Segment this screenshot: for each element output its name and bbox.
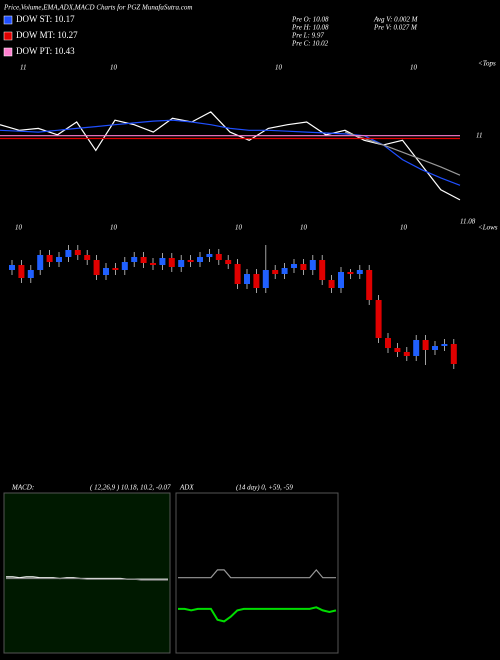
date-label: 10 [15, 224, 23, 232]
side-label: 11.08 [460, 218, 476, 226]
legend-label: DOW ST: 10.17 [16, 14, 75, 24]
candle-body [187, 260, 194, 262]
candle-body [300, 264, 307, 270]
candle-body [347, 272, 354, 274]
stat: Pre C: 10.02 [291, 40, 329, 48]
date-label: 10 [110, 64, 118, 72]
candle-body [244, 274, 250, 284]
macd-panel [3, 492, 171, 654]
candle-body [65, 250, 72, 257]
candle-body [432, 346, 438, 350]
candle-body [262, 270, 269, 288]
candle-body [234, 264, 241, 284]
candle-body [168, 258, 175, 267]
stat: Pre H: 10.08 [291, 24, 329, 32]
legend-label: DOW PT: 10.43 [16, 46, 75, 56]
candle-body [46, 255, 53, 262]
candle-body [291, 264, 297, 268]
stat: Pre O: 10.08 [291, 16, 329, 24]
candle-body [103, 268, 109, 275]
candle-body [18, 265, 25, 278]
stat: Pre V: 0.027 M [373, 24, 418, 32]
date-label: 10 [400, 224, 408, 232]
side-label: <Tops [478, 60, 496, 68]
adx-subtitle: (14 day) 0, +59, -59 [236, 484, 293, 492]
candle-body [74, 250, 81, 255]
candle-body [197, 257, 203, 262]
candle-body [56, 257, 62, 262]
date-label: 10 [235, 224, 243, 232]
candle-body [422, 340, 429, 350]
candle-body [450, 344, 457, 364]
candle-body [131, 257, 138, 262]
line-signal [6, 577, 168, 581]
adx-title: ADX [179, 484, 194, 492]
candle-body [27, 270, 34, 278]
candle-body [319, 260, 326, 280]
line-macd [6, 576, 168, 580]
candle-body [253, 274, 260, 288]
date-label: 11 [20, 64, 26, 72]
candle-body [178, 260, 185, 267]
date-label: 10 [300, 224, 308, 232]
candle-body [272, 270, 279, 274]
candle-body [403, 352, 410, 356]
candle-body [84, 255, 91, 260]
legend-swatch [3, 47, 13, 57]
legend-swatch [3, 31, 13, 41]
candle-body [121, 262, 128, 270]
adx-panel [175, 492, 339, 654]
candle-body [140, 257, 147, 263]
date-label: 10 [275, 64, 283, 72]
legend-swatch [3, 15, 13, 25]
candle-body [441, 344, 448, 346]
candle-body [225, 260, 232, 264]
date-label: 10 [410, 64, 418, 72]
candle-body [37, 255, 44, 270]
candle-body [413, 340, 420, 356]
candle-body [215, 254, 222, 260]
macd-subtitle: ( 12,26,9 ) 10.18, 10.2, -0.07 [90, 484, 171, 492]
side-label: <Lows [478, 224, 498, 232]
page-title: Price,Volume,EMA,ADX,MACD Charts for PGZ… [3, 4, 192, 12]
candle-body [9, 265, 15, 270]
candle-body [375, 300, 382, 338]
stat: Avg V: 0.002 M [373, 16, 419, 24]
candle-body [385, 338, 391, 348]
candle-body [112, 268, 119, 270]
line-adx [178, 606, 337, 623]
stat: Pre L: 9.97 [291, 32, 324, 40]
candle-body [150, 263, 156, 265]
candle-body [93, 260, 100, 275]
date-label: 10 [110, 224, 118, 232]
candle-body [338, 272, 344, 288]
macd-title: MACD: [11, 484, 34, 492]
candle-body [356, 270, 363, 274]
candle-body [366, 270, 373, 300]
legend-label: DOW MT: 10.27 [16, 30, 78, 40]
candle-body [206, 254, 213, 257]
line-di [178, 568, 336, 579]
candle-body [309, 260, 316, 270]
side-label: 11 [476, 132, 482, 140]
candle-body [281, 268, 288, 274]
candle-body [394, 348, 401, 352]
candle-body [159, 258, 166, 265]
candle-body [328, 280, 335, 288]
